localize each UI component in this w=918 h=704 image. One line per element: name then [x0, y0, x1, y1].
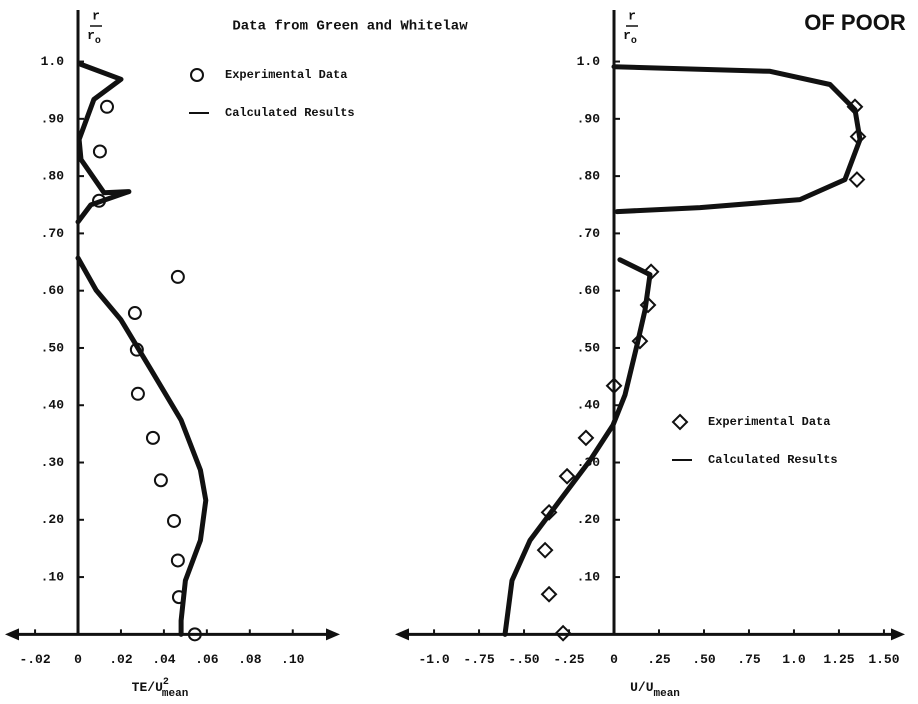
y-label: ro — [87, 28, 101, 46]
y-tick-label: .90 — [41, 111, 65, 126]
panel: .10.20.30.40.50.60.70.80.901.0-1.0 -.75 -.… — [395, 8, 905, 700]
y-tick-label: .30 — [41, 455, 65, 470]
legend-label: Calculated Results — [225, 106, 355, 120]
y-tick-label: .10 — [41, 570, 65, 585]
data-point — [540, 585, 558, 603]
x-tick-label: 1.25 — [823, 652, 854, 667]
axis-arrow — [891, 628, 905, 641]
data-point — [631, 332, 649, 350]
x-tick-label: -.25 — [553, 652, 584, 667]
x-tick-label: .02 — [109, 652, 133, 667]
legend-marker — [190, 68, 204, 82]
y-label-sub: o — [95, 36, 101, 47]
x-tick-label: 0 — [74, 652, 82, 667]
axis-arrow — [326, 628, 340, 641]
x-tick-label: -1.0 — [418, 652, 449, 667]
x-tick-label: 1.50 — [868, 652, 899, 667]
data-point — [639, 296, 657, 314]
x-label-part: TE/U — [132, 680, 163, 695]
legend-marker — [671, 413, 689, 431]
y-tick-label: 1.0 — [41, 54, 65, 69]
y-tick-label: .40 — [41, 398, 65, 413]
y-tick-label: .80 — [41, 169, 65, 184]
data-point — [558, 467, 576, 485]
x-tick-label: 0 — [610, 652, 618, 667]
x-tick-label: .25 — [647, 652, 671, 667]
data-point — [170, 553, 185, 568]
data-point — [92, 144, 107, 159]
y-tick-label: .60 — [577, 283, 601, 298]
x-label-sup: 2 — [163, 677, 169, 688]
x-tick-label: .06 — [195, 652, 219, 667]
legend-label: Calculated Results — [708, 453, 838, 467]
x-tick-label: .75 — [737, 652, 761, 667]
data-line — [75, 61, 209, 637]
data-point — [577, 429, 595, 447]
data-point — [554, 624, 572, 642]
x-tick-label: 1.0 — [782, 652, 806, 667]
x-tick-label: -.50 — [508, 652, 539, 667]
data-point — [605, 377, 623, 395]
x-tick-label: .50 — [692, 652, 716, 667]
data-point — [100, 99, 115, 114]
y-tick-label: .10 — [577, 570, 601, 585]
y-tick-label: .50 — [577, 340, 601, 355]
legend-label: Experimental Data — [708, 415, 830, 429]
axis-arrow — [395, 628, 409, 641]
y-tick-label: .60 — [41, 283, 65, 298]
x-label: U/Umean — [630, 680, 680, 699]
chart-title: Data from Green and Whitelaw — [232, 19, 468, 35]
y-tick-label: .20 — [41, 512, 65, 527]
x-tick-label: .04 — [152, 652, 176, 667]
data-point — [167, 513, 182, 528]
y-label-sub: o — [631, 36, 637, 47]
x-label-sub: mean — [162, 688, 188, 700]
data-point — [187, 627, 202, 642]
data-point — [127, 306, 142, 321]
data-point — [848, 171, 866, 188]
legend-label: Experimental Data — [225, 68, 347, 82]
data-point — [170, 269, 185, 284]
y-tick-label: .50 — [41, 340, 65, 355]
stamp: OF POOR — [804, 10, 906, 35]
data-point — [536, 541, 554, 559]
x-label-part: U/U — [630, 680, 653, 695]
y-tick-label: 1.0 — [577, 54, 601, 69]
y-tick-label: .90 — [577, 111, 601, 126]
x-label: TE/U2 mean — [132, 677, 189, 700]
y-tick-label: .80 — [577, 169, 601, 184]
x-label-sub: mean — [654, 688, 680, 700]
y-tick-label: .70 — [577, 226, 601, 241]
y-tick-label: .70 — [41, 226, 65, 241]
y-label: r — [628, 8, 636, 23]
y-label: ro — [623, 28, 637, 46]
panel: .10 .20 .30 .40 .50 .60 .70 .80 .90 1.0 -.02 0 .02 .0… — [5, 8, 468, 700]
x-tick-label: .08 — [238, 652, 262, 667]
y-tick-label: .40 — [577, 398, 601, 413]
data-line — [502, 64, 863, 637]
data-point — [145, 430, 160, 445]
y-tick-label: .20 — [577, 512, 601, 527]
y-label-part: r — [623, 28, 631, 43]
data-point — [153, 473, 168, 488]
x-tick-label: -.02 — [19, 652, 50, 667]
y-label-part: r — [87, 28, 95, 43]
y-label: r — [92, 8, 100, 23]
x-tick-label: .10 — [281, 652, 305, 667]
data-point — [130, 386, 145, 401]
x-tick-label: -.75 — [463, 652, 494, 667]
axis-arrow — [5, 628, 19, 641]
